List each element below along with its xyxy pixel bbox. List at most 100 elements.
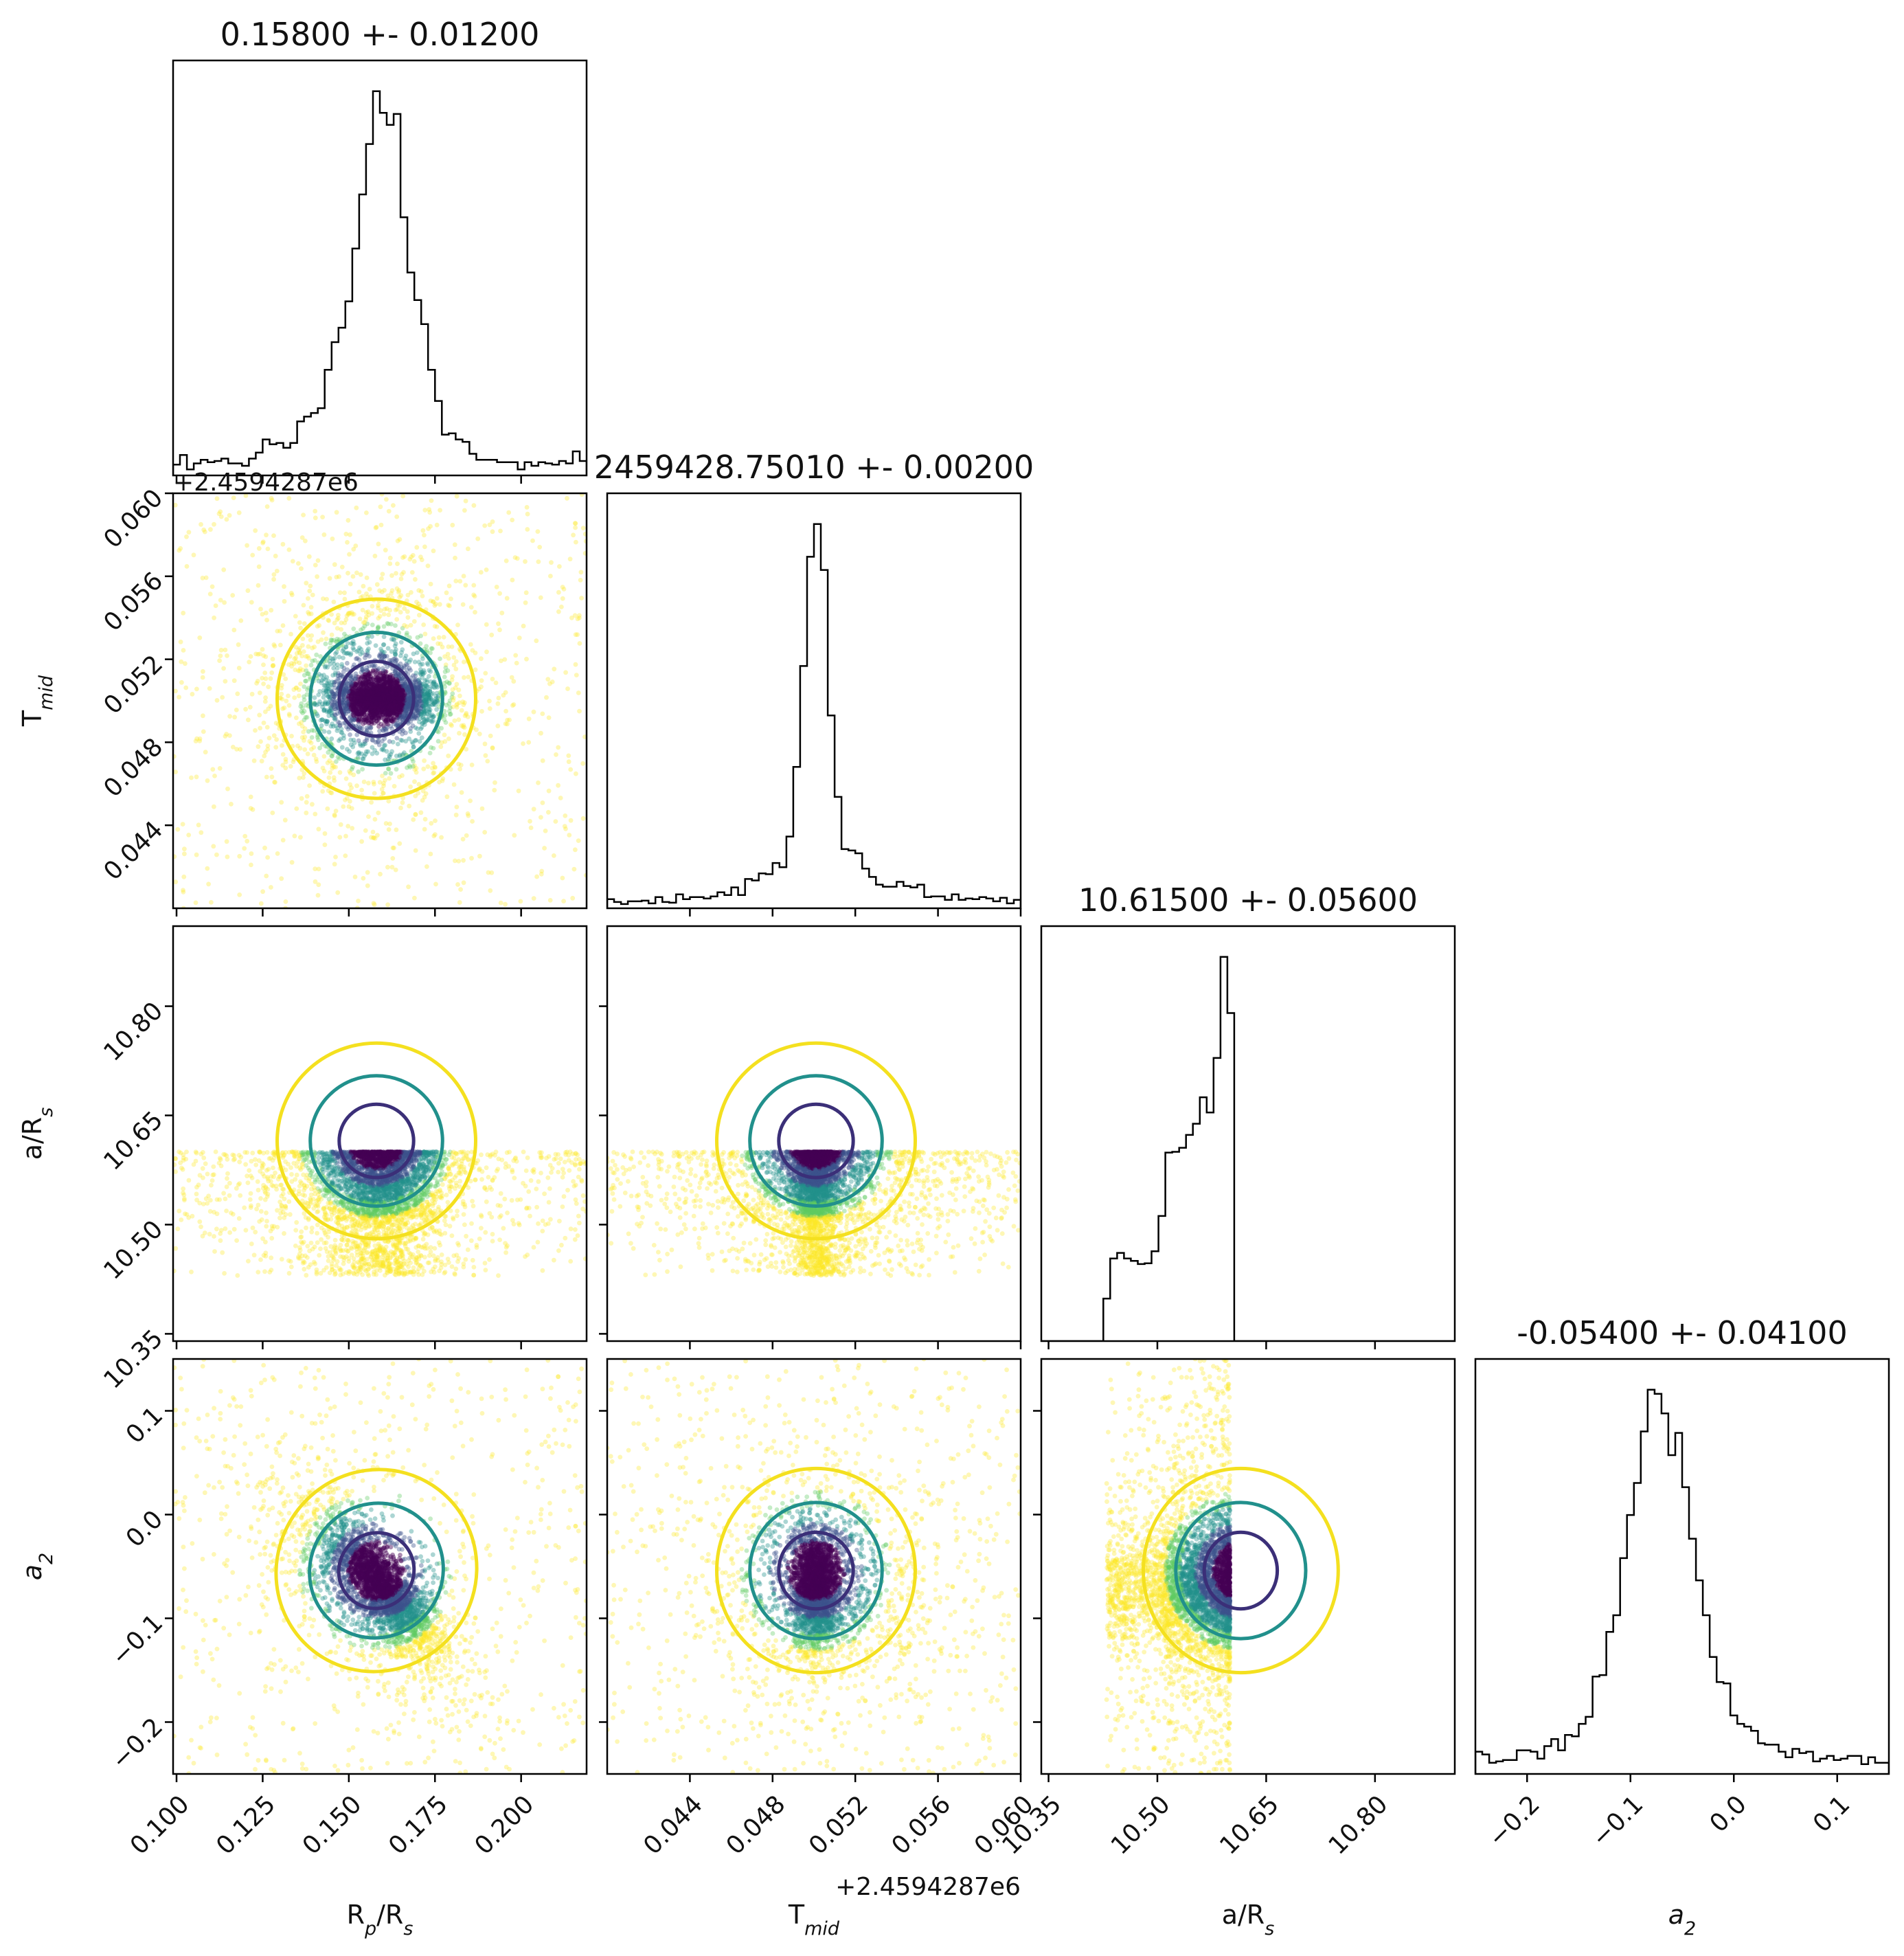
- sample-point: [302, 708, 307, 714]
- sample-point: [361, 674, 365, 679]
- sample-point: [384, 749, 389, 754]
- sample-point: [492, 787, 497, 793]
- sample-point: [359, 667, 365, 672]
- sample-point: [367, 690, 372, 695]
- sample-point: [420, 693, 425, 698]
- sample-point: [359, 670, 364, 675]
- sample-point: [418, 633, 423, 638]
- sample-point: [364, 668, 370, 673]
- sample-point: [346, 690, 352, 695]
- sample-point: [422, 817, 428, 822]
- sample-point: [389, 685, 395, 690]
- sample-point: [404, 708, 409, 713]
- sample-point: [207, 592, 213, 596]
- sample-point: [362, 674, 367, 679]
- sample-point: [392, 703, 397, 708]
- sample-point: [332, 702, 337, 708]
- sample-point: [332, 662, 337, 666]
- sample-point: [368, 712, 373, 717]
- sample-point: [289, 734, 294, 739]
- sample-point: [352, 717, 357, 722]
- sample-point: [387, 753, 392, 758]
- sample-point: [372, 708, 377, 713]
- sample-point: [452, 542, 457, 548]
- sample-point: [237, 892, 242, 897]
- sample-point: [389, 690, 394, 696]
- sample-point: [370, 688, 375, 693]
- sample-point: [420, 656, 425, 662]
- sample-point: [446, 644, 451, 649]
- sample-point: [490, 745, 495, 750]
- sample-point: [324, 721, 329, 727]
- sample-point: [483, 671, 488, 676]
- sample-point: [270, 663, 275, 668]
- sample-point: [376, 715, 381, 721]
- sample-point: [345, 747, 350, 752]
- sample-point: [417, 703, 422, 708]
- sample-point: [263, 610, 269, 616]
- sample-point: [381, 682, 386, 687]
- sample-point: [385, 685, 391, 690]
- sample-point: [373, 696, 378, 701]
- sample-point: [444, 702, 449, 708]
- sample-point: [374, 687, 379, 693]
- sample-point: [420, 798, 425, 803]
- sample-point: [363, 717, 368, 723]
- sample-point: [397, 690, 403, 696]
- sample-point: [386, 679, 392, 685]
- sample-point: [370, 691, 376, 697]
- sample-point: [310, 802, 315, 807]
- sample-point: [317, 699, 322, 704]
- sample-point: [394, 690, 399, 695]
- sample-point: [383, 719, 389, 724]
- sample-point: [388, 692, 393, 697]
- sample-point: [413, 715, 418, 720]
- sample-point: [422, 827, 427, 832]
- sample-point: [419, 710, 424, 715]
- sample-point: [373, 686, 378, 690]
- sample-point: [400, 694, 405, 699]
- sample-point: [209, 900, 214, 905]
- sample-point: [460, 602, 466, 607]
- sample-point: [403, 701, 409, 706]
- sample-point: [320, 701, 325, 706]
- sample-point: [362, 691, 367, 697]
- sample-point: [554, 752, 558, 757]
- sample-point: [423, 719, 429, 724]
- sample-point: [462, 713, 468, 719]
- sample-point: [396, 671, 400, 677]
- sample-point: [350, 697, 354, 703]
- sample-point: [432, 685, 438, 690]
- sample-point: [347, 689, 352, 695]
- sample-point: [364, 693, 369, 697]
- sample-point: [326, 679, 331, 684]
- sample-point: [367, 699, 372, 704]
- sample-point: [362, 620, 367, 625]
- sample-point: [434, 522, 440, 528]
- sample-point: [376, 696, 382, 701]
- sample-point: [430, 599, 435, 604]
- sample-point: [376, 695, 381, 701]
- sample-point: [359, 696, 365, 701]
- sample-point: [354, 698, 359, 704]
- sample-point: [321, 708, 326, 713]
- sample-point: [358, 677, 363, 682]
- sample-point: [408, 668, 413, 673]
- sample-point: [394, 683, 400, 688]
- sample-point: [406, 704, 411, 709]
- sample-point: [438, 508, 442, 513]
- sample-point: [414, 650, 420, 655]
- sample-point: [453, 666, 459, 672]
- sample-point: [361, 692, 367, 697]
- sample-point: [404, 704, 409, 710]
- sample-point: [418, 708, 423, 714]
- sample-point: [402, 695, 407, 701]
- sample-point: [447, 698, 453, 704]
- sample-point: [393, 689, 398, 695]
- sample-point: [394, 684, 399, 690]
- sample-point: [531, 896, 536, 901]
- sample-point: [392, 656, 398, 662]
- sample-point: [362, 701, 367, 707]
- sample-point: [181, 648, 186, 653]
- sample-point: [362, 690, 367, 696]
